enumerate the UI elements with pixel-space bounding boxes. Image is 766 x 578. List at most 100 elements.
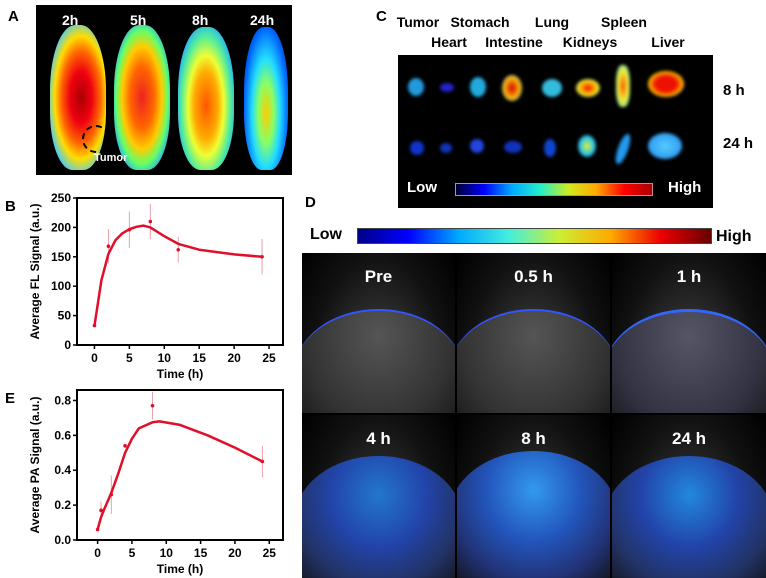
frame-label: 1 h [676,267,702,286]
organ-label-intestine: Intestine [485,34,543,50]
x-tick-label: 0 [94,546,101,560]
panel-label-c: C [376,8,387,25]
row-label-8h: 8 h [723,82,745,99]
x-tick-label: 5 [129,546,136,560]
data-point [106,244,111,249]
panel-label-a: A [8,8,19,25]
x-tick-label: 25 [263,546,277,560]
x-axis-label: Time (h) [157,367,203,381]
x-tick-label: 15 [193,351,207,365]
organ-label-tumor: Tumor [396,14,440,30]
organ-liver-24h [648,133,682,159]
y-axis-label: Average FL Signal (a.u.) [28,203,42,339]
organ-heart-24h [440,143,452,153]
tumor-label: Tumor [94,152,128,164]
frame-label: 24 h [671,429,707,448]
organ-kidneys-24h [578,135,596,157]
data-point [150,403,155,408]
frame-label: Pre [364,267,393,286]
organ-spleen-24h [612,132,634,166]
organ-stomach-24h [470,139,484,153]
time-label-8h: 8h [192,12,209,28]
x-tick-label: 20 [227,351,241,365]
x-tick-label: 10 [160,546,174,560]
y-tick-label: 0.4 [54,463,71,477]
organ-spleen-8h [616,65,630,107]
organ-stomach-8h [470,77,486,97]
time-label-5h: 5h [130,12,147,28]
data-point [123,444,127,448]
time-label-2h: 2h [62,12,79,28]
panel-label-b: B [5,198,16,215]
row-label-24h: 24 h [723,135,754,152]
organ-label-lung: Lung [534,14,570,30]
d-scale-high: High [716,228,752,245]
plot-frame [76,197,284,346]
tumor-circle [82,125,110,153]
organ-intestine-8h [502,75,522,101]
pa-frame-4h: 4 h [302,415,455,578]
pa-frame-0-5h: 0.5 h [457,253,610,413]
mouse-5h [114,25,170,170]
time-label-24h: 24h [250,12,275,28]
organ-label-heart: Heart [431,34,467,50]
x-tick-label: 15 [194,546,208,560]
y-tick-label: 0.8 [54,393,71,407]
frame-label: 0.5 h [514,267,553,286]
x-tick-label: 5 [126,351,133,365]
organ-intestine-24h [504,141,522,153]
y-tick-label: 250 [51,191,71,205]
d-colorbar [357,228,712,244]
x-tick-label: 10 [158,351,172,365]
data-point [176,247,181,252]
organ-lung-24h [544,139,556,157]
organ-tumor-24h [410,141,424,155]
panel-label-e: E [5,390,16,407]
mouse-8h [178,27,234,170]
pa-frame-24h: 24 h [612,415,766,578]
x-axis-label: Time (h) [157,562,203,576]
frame-label: 4 h [366,429,391,448]
panel-label-d: D [305,194,316,211]
d-scale-low: Low [310,226,342,243]
fit-curve [96,420,263,530]
c-scale-low: Low [407,179,437,196]
y-tick-label: 150 [51,250,71,264]
fit-curve [93,224,263,326]
y-axis-label: Average PA Signal (a.u.) [28,397,42,534]
y-tick-label: 0.2 [54,498,71,512]
frame-label: 8 h [521,429,546,448]
organ-kidneys-8h [576,79,600,97]
organ-liver-8h [648,71,684,97]
organ-lung-8h [542,79,562,97]
y-tick-label: 0.0 [54,533,71,547]
organ-label-spleen: Spleen [601,14,647,30]
x-tick-label: 0 [91,351,98,365]
in-vivo-fl-images: 2h 5h 8h 24h Tumor [36,5,292,175]
y-tick-label: 0 [64,338,71,352]
mouse-24h [244,27,288,170]
y-tick-label: 0.6 [54,428,71,442]
organ-tumor-8h [408,78,424,96]
organ-label-liver: Liver [651,34,685,50]
pa-frame-pre: Pre [302,253,455,413]
pa-frame-8h: 8 h [457,415,610,578]
plot-frame [76,389,284,541]
c-scale-high: High [668,179,702,196]
data-point [99,508,103,513]
c-colorbar [455,183,653,196]
y-tick-label: 50 [58,309,72,323]
pa-images-grid: Pre 0.5 h 1 h 4 h 8 h 24 h [302,253,766,578]
y-tick-label: 200 [51,220,71,234]
organ-label-kidneys: Kidneys [562,34,618,50]
data-point [148,219,153,224]
chart-e-pa-signal: 0 5 10 15 20 25 0.0 0.2 0.4 0.6 0.8 Time (h) Average… [28,389,284,576]
x-tick-label: 20 [228,546,242,560]
organ-heart-8h [440,83,454,92]
x-tick-label: 25 [262,351,276,365]
y-tick-label: 100 [51,279,71,293]
pa-frame-1h: 1 h [612,253,766,413]
organ-label-stomach: Stomach [450,14,510,30]
ex-vivo-fl-images: Low High [398,55,713,208]
